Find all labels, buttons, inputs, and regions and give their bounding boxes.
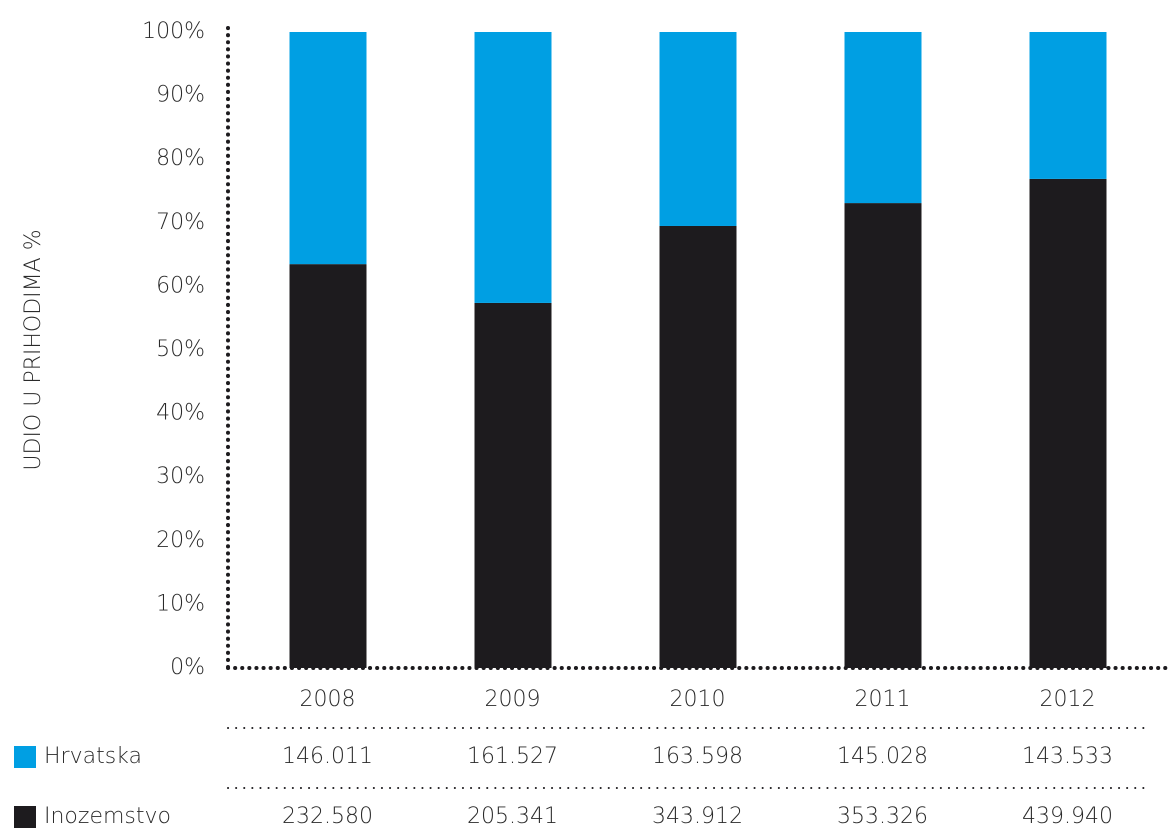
x-tick-label: 2008 — [300, 687, 356, 712]
x-tick-label: 2009 — [485, 687, 541, 712]
table-cell: 146.011 — [282, 744, 373, 769]
table-cell: 343.912 — [652, 804, 743, 829]
table-cell: 145.028 — [837, 744, 928, 769]
y-axis-label: UDIO U PRIHODIMA % — [21, 229, 46, 470]
y-tick-label: 90% — [156, 83, 205, 108]
table-cell: 353.326 — [837, 804, 928, 829]
table-cell: 161.527 — [467, 744, 558, 769]
y-tick-label: 0% — [170, 655, 205, 680]
table-cell: 439.940 — [1022, 804, 1113, 829]
legend-swatch — [14, 746, 36, 768]
bar-segment — [659, 225, 737, 669]
y-tick-label: 20% — [156, 528, 205, 553]
y-tick-label: 50% — [156, 337, 205, 362]
y-tick-label: 70% — [156, 210, 205, 235]
y-tick-label: 30% — [156, 464, 205, 489]
legend-swatch — [14, 806, 36, 828]
bar-segment — [289, 32, 367, 265]
legend-label: Hrvatska — [44, 744, 142, 769]
legend-label: Inozemstvo — [44, 804, 171, 829]
bar-segment — [289, 264, 367, 668]
y-tick-label: 100% — [142, 19, 205, 44]
bar-segment — [844, 203, 922, 669]
x-tick-label: 2012 — [1040, 687, 1096, 712]
table-cell: 143.533 — [1022, 744, 1113, 769]
bar-segment — [1029, 178, 1107, 668]
table-cell: 205.341 — [467, 804, 558, 829]
bar-segment — [844, 32, 922, 204]
table-cell: 163.598 — [652, 744, 743, 769]
x-tick-label: 2010 — [670, 687, 726, 712]
table-cell: 232.580 — [282, 804, 373, 829]
y-tick-label: 60% — [156, 273, 205, 298]
bar-segment — [1029, 32, 1107, 179]
bar-segment — [659, 32, 737, 226]
bar-segment — [474, 32, 552, 303]
y-tick-label: 10% — [156, 591, 205, 616]
y-tick-label: 80% — [156, 146, 205, 171]
bar-segment — [474, 302, 552, 668]
y-tick-label: 40% — [156, 401, 205, 426]
x-tick-label: 2011 — [855, 687, 911, 712]
